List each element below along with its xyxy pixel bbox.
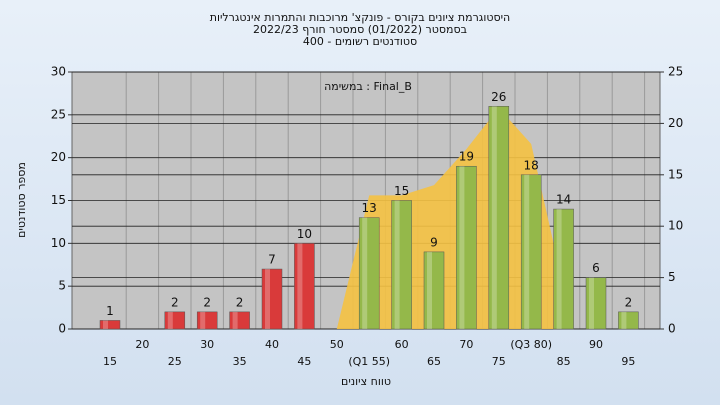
x-axis-title: טווח ציונים	[341, 375, 391, 388]
bar	[585, 277, 607, 330]
bar	[164, 311, 186, 330]
bar-highlight	[394, 200, 400, 329]
bar	[229, 311, 250, 330]
value-label: 1	[106, 304, 114, 318]
bar-highlight	[556, 209, 562, 329]
value-label: 18	[524, 158, 539, 172]
value-label: 2	[203, 295, 211, 309]
y2-tick-label: 10	[668, 219, 683, 233]
x-tick-label: (Q3 80)	[510, 338, 552, 351]
bar	[358, 217, 380, 330]
x-tick-label: 95	[621, 355, 635, 368]
value-label: 26	[491, 90, 506, 104]
bar	[618, 311, 639, 330]
y2-tick-label: 20	[668, 116, 683, 130]
chart-subtitle: בסמסטר (01/2022) סמסטר חורף 2022/23	[253, 23, 467, 36]
y-tick-label: 10	[51, 236, 66, 250]
bar-highlight	[297, 243, 303, 329]
y-tick-label: 0	[58, 322, 66, 336]
y2-tick-label: 25	[668, 65, 683, 79]
bar-highlight	[524, 174, 530, 329]
bar	[294, 243, 315, 330]
x-tick-label: 50	[330, 338, 344, 351]
bar-highlight	[232, 311, 238, 329]
bar	[261, 268, 283, 330]
y2-tick-label: 5	[668, 270, 676, 284]
bar	[520, 174, 542, 330]
x-tick-label: 15	[103, 355, 117, 368]
bar	[553, 208, 574, 330]
bar-highlight	[265, 269, 270, 329]
value-label: 19	[459, 150, 474, 164]
bar-highlight	[459, 166, 465, 329]
x-tick-label: 70	[459, 338, 473, 351]
bar	[456, 165, 477, 330]
y-tick-label: 15	[51, 193, 66, 207]
bar-highlight	[491, 106, 497, 330]
x-tick-label: 45	[297, 355, 311, 368]
y-tick-label: 25	[51, 107, 66, 121]
x-tick-label: 65	[427, 355, 441, 368]
x-tick-label: 85	[557, 355, 571, 368]
value-label: 2	[236, 295, 244, 309]
bar-highlight	[167, 311, 173, 329]
x-tick-label: 25	[168, 355, 182, 368]
value-label: 10	[297, 227, 312, 241]
x-tick-label: (Q1 55)	[348, 355, 390, 368]
bar	[196, 311, 218, 330]
y2-tick-label: 15	[668, 167, 683, 181]
value-label: 14	[556, 193, 571, 207]
bar	[99, 320, 121, 330]
y-tick-label: 20	[51, 150, 66, 164]
bar-highlight	[103, 320, 108, 329]
bar-highlight	[621, 311, 627, 329]
value-label: 13	[362, 201, 377, 215]
value-label: 9	[430, 235, 438, 249]
bar	[488, 106, 510, 330]
bar	[423, 251, 445, 330]
x-tick-label: 40	[265, 338, 279, 351]
value-label: 2	[625, 295, 633, 309]
x-tick-label: 75	[492, 355, 506, 368]
value-label: 7	[268, 253, 276, 267]
value-label: 2	[171, 295, 179, 309]
x-tick-label: 35	[233, 355, 247, 368]
bar-highlight	[362, 217, 368, 329]
y2-tick-label: 0	[668, 322, 676, 336]
y-tick-label: 5	[58, 279, 66, 293]
x-tick-label: 90	[589, 338, 603, 351]
y-tick-label: 30	[51, 65, 66, 79]
bar	[391, 200, 412, 330]
x-tick-label: 20	[135, 338, 149, 351]
chart-title: היסטוגרמת ציונים בקורס - פונקצ' מרוכבות …	[210, 11, 511, 24]
bar-highlight	[427, 251, 432, 329]
bar-highlight	[200, 311, 206, 329]
value-label: 6	[592, 261, 600, 275]
y-axis-title: מספר סטודנטים	[15, 162, 28, 238]
annotation: במשימה : Final_B	[324, 80, 412, 93]
chart-subtitle: סטודנטים רשומים - 400	[303, 35, 417, 48]
value-label: 15	[394, 184, 409, 198]
x-tick-label: 60	[395, 338, 409, 351]
x-tick-label: 30	[200, 338, 214, 351]
bar-highlight	[589, 277, 594, 329]
